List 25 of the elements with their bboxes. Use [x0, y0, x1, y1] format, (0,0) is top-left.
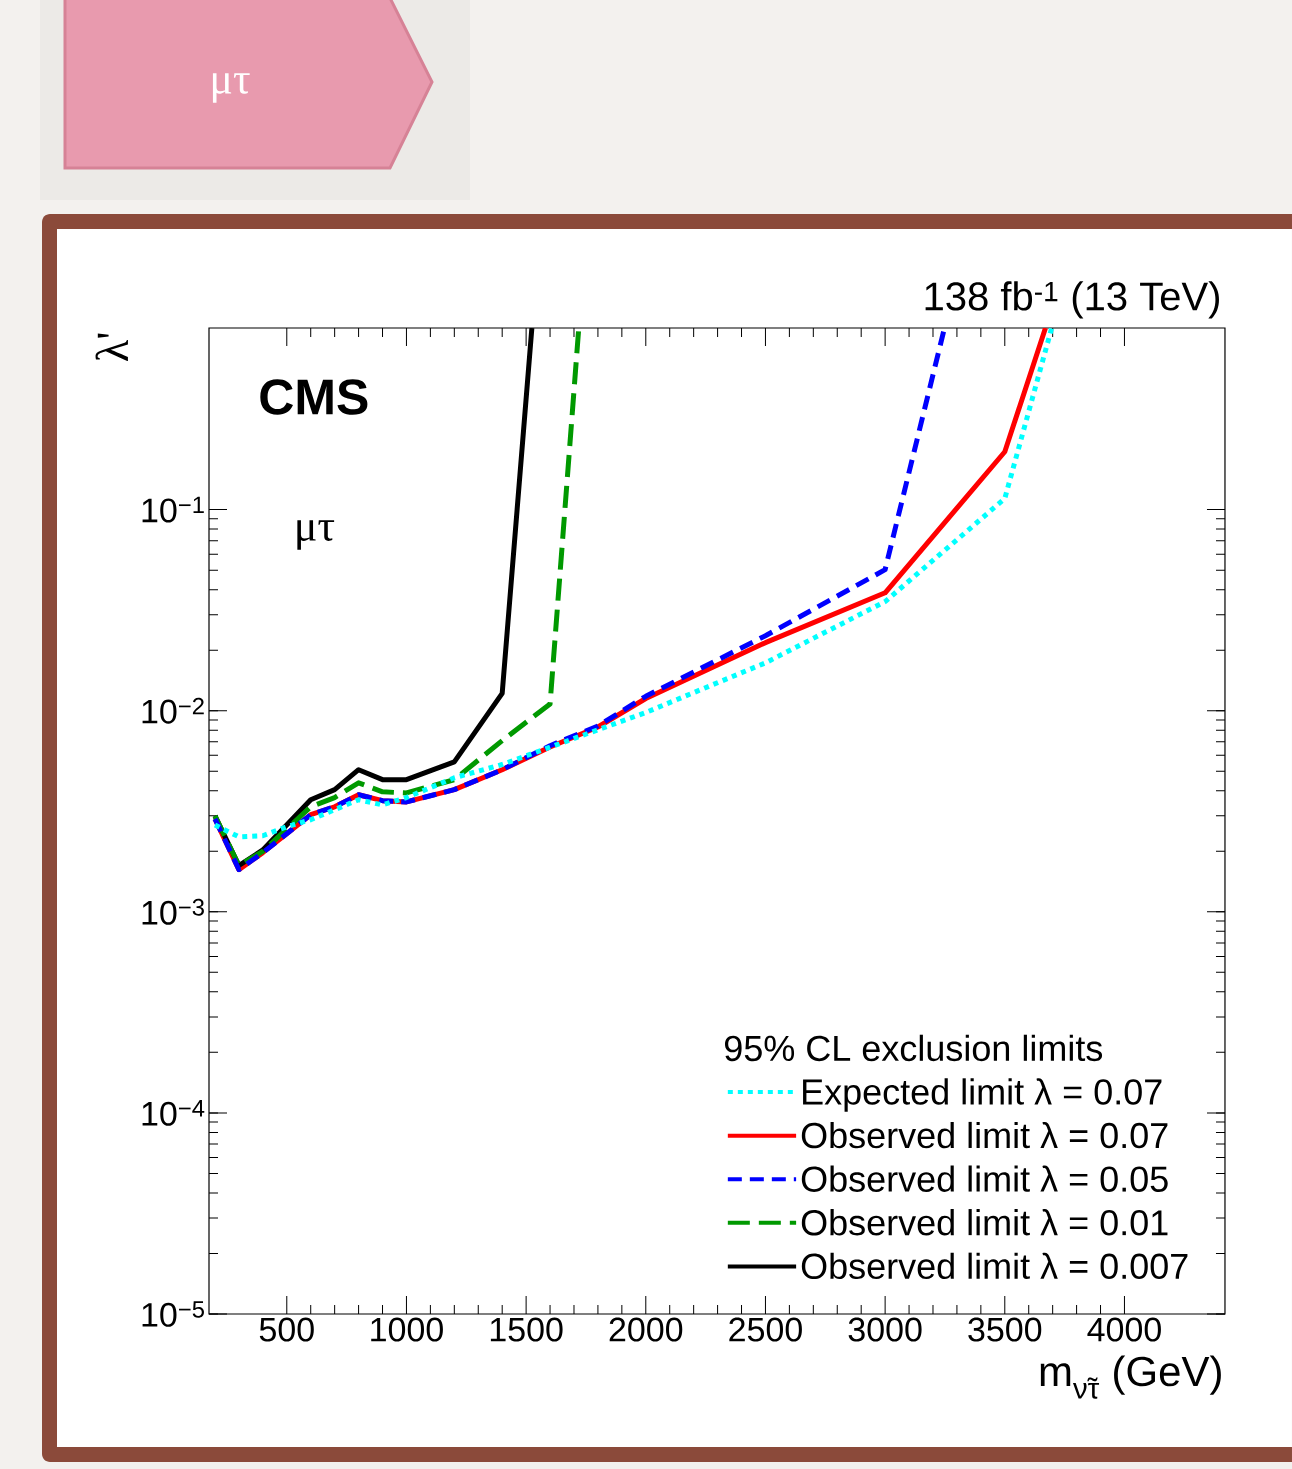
- x-tick-label: 2000: [609, 1317, 683, 1342]
- y-tick-label: 10$^{−4}$: [142, 1100, 205, 1126]
- y-tick-label: 10$^{−3}$: [142, 898, 204, 925]
- x-tick-label: 2500: [729, 1317, 802, 1342]
- legend-label: Observed limit λ = 0.01: [801, 1209, 1168, 1236]
- x-tick-label: 500: [259, 1317, 314, 1342]
- x-tick-label: 1000: [371, 1317, 443, 1342]
- chart-title: 138 fb$^{-1}$ (13 TeV): [925, 281, 1219, 319]
- x-tick-label: 4000: [1087, 1317, 1161, 1342]
- legend-title: 95% CL exclusion limits: [724, 1034, 1103, 1062]
- x-axis-title: m$_{ν̃τ}$ (GeV): [1040, 1355, 1221, 1399]
- annotation: μτ: [297, 520, 335, 550]
- x-tick-label: 3500: [968, 1317, 1042, 1342]
- legend-label: Observed limit λ = 0.05: [801, 1165, 1168, 1192]
- legend-label: Expected limit λ = 0.07: [803, 1078, 1162, 1112]
- legend-label: Observed limit λ = 0.07: [801, 1121, 1168, 1149]
- legend-label: Observed limit λ = 0.007: [801, 1252, 1188, 1280]
- annotation: CMS: [260, 379, 368, 415]
- y-tick-label: 10$^{−2}$: [142, 697, 204, 724]
- y-axis-title: λ': [95, 333, 128, 361]
- x-tick-label: 1500: [490, 1317, 563, 1342]
- y-tick-label: 10$^{−5}$: [142, 1301, 204, 1327]
- text: μτ: [212, 73, 250, 103]
- y-tick-label: 10$^{−1}$: [142, 496, 204, 523]
- x-tick-label: 3000: [848, 1317, 922, 1342]
